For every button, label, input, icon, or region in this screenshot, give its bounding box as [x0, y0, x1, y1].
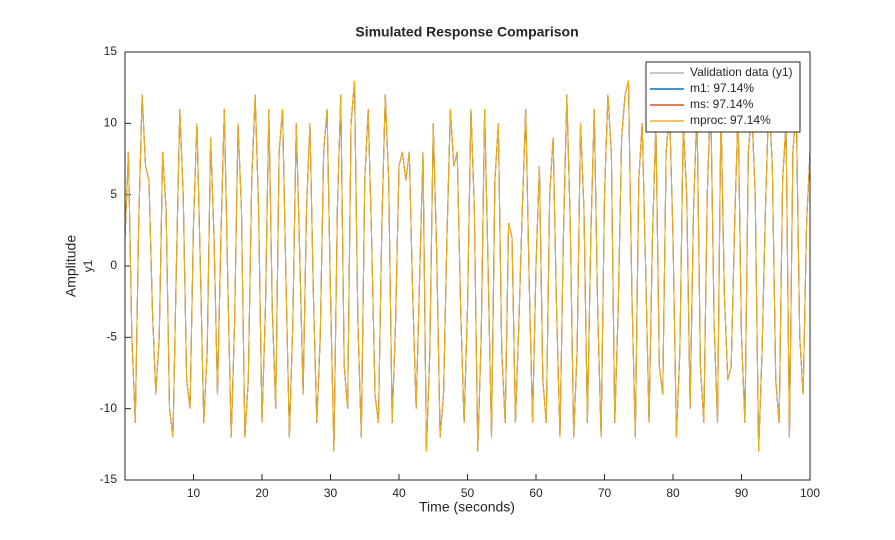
legend-label: Validation data (y1) — [690, 65, 793, 79]
legend-label: ms: 97.14% — [690, 97, 754, 111]
series-line — [124, 80, 811, 452]
x-tick-label: 10 — [187, 486, 201, 500]
y-axis-label: Amplitude — [63, 235, 79, 297]
y-tick-label: 0 — [110, 258, 117, 272]
x-tick-label: 50 — [461, 486, 475, 500]
x-tick-label: 70 — [598, 486, 612, 500]
y-tick-label: -10 — [100, 401, 118, 415]
y-tick-label: 10 — [104, 116, 118, 130]
y-tick-label: -15 — [100, 472, 118, 486]
x-tick-label: 100 — [800, 486, 820, 500]
y-tick-label: 5 — [110, 187, 117, 201]
x-tick-label: 80 — [666, 486, 680, 500]
x-tick-label: 40 — [392, 486, 406, 500]
x-tick-label: 30 — [324, 486, 338, 500]
chart-title: Simulated Response Comparison — [355, 24, 578, 40]
y-tick-label: 15 — [104, 44, 118, 58]
x-tick-label: 60 — [529, 486, 543, 500]
x-tick-label: 20 — [255, 486, 269, 500]
legend-label: m1: 97.14% — [690, 81, 754, 95]
plot-frame — [124, 51, 811, 481]
x-axis-label: Time (seconds) — [419, 499, 515, 515]
y-axis-sublabel: y1 — [81, 259, 95, 272]
x-tick-label: 90 — [735, 486, 749, 500]
legend-label: mproc: 97.14% — [690, 113, 771, 127]
y-tick-label: -5 — [106, 330, 117, 344]
